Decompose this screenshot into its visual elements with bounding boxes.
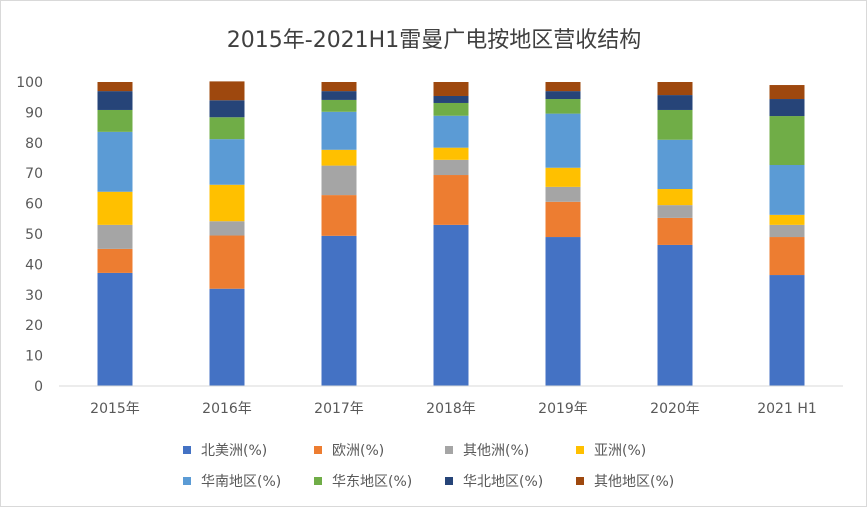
bar-segment [657, 217, 693, 245]
bars [97, 81, 805, 386]
legend-swatch [314, 446, 322, 454]
legend-label: 欧洲(%) [332, 443, 384, 459]
bar-segment [321, 82, 357, 92]
bar-segment [209, 139, 245, 185]
y-tick-label: 40 [25, 257, 43, 273]
x-axis: 2015年 2016年 2017年 2018年 2019年 2020年 2021 H1 [90, 401, 817, 417]
x-tick-label: 2015年 [90, 401, 140, 417]
x-tick-label: 2018年 [426, 401, 476, 417]
bar-segment [769, 85, 805, 100]
legend-swatch [445, 446, 453, 454]
bar-segment [433, 115, 469, 148]
bar-segment [657, 205, 693, 218]
bar-segment [209, 81, 245, 101]
bar-segment [433, 224, 469, 386]
legend-label: 华北地区(%) [463, 474, 543, 490]
bar-segment [97, 91, 133, 110]
bar-segment [321, 165, 357, 196]
bar-segment [657, 82, 693, 96]
y-tick-label: 60 [25, 197, 43, 213]
bar-segment [545, 82, 581, 92]
legend-swatch [576, 446, 584, 454]
bar-segment [97, 191, 133, 225]
bar-segment [769, 275, 805, 386]
legend-label: 亚洲(%) [594, 443, 646, 459]
bar-segment [321, 91, 357, 100]
x-tick-label: 2016年 [202, 401, 252, 417]
y-tick-label: 50 [25, 227, 43, 243]
bar-segment [321, 149, 357, 166]
bar-segment [657, 109, 693, 140]
bar-segment [545, 113, 581, 168]
y-tick-label: 90 [25, 105, 43, 121]
x-tick-label: 2017年 [314, 401, 364, 417]
bar-segment [321, 195, 357, 236]
bar-segment [209, 288, 245, 386]
legend-label: 华南地区(%) [201, 474, 281, 490]
legend-label: 北美洲(%) [201, 443, 267, 459]
bar-segment [657, 189, 693, 206]
bar-segment [209, 100, 245, 118]
bar-segment [321, 111, 357, 150]
y-tick-label: 100 [16, 75, 43, 91]
legend-swatch [445, 477, 453, 485]
bar-segment [97, 248, 133, 273]
legend-label: 华东地区(%) [332, 474, 412, 490]
bar-segment [209, 221, 245, 236]
bar-segment [97, 131, 133, 192]
legend-swatch [576, 477, 584, 485]
legend-label: 其他洲(%) [463, 443, 529, 459]
bar-segment [657, 244, 693, 386]
bar-segment [97, 109, 133, 132]
legend-swatch [183, 446, 191, 454]
y-tick-label: 80 [25, 136, 43, 152]
legend: 北美洲(%) 欧洲(%) 其他洲(%) 亚洲(%) 华南地区(%) 华东地区(%) 华北地区… [183, 443, 674, 490]
bar-segment [769, 237, 805, 276]
bar-segment [97, 224, 133, 249]
bar-segment [209, 117, 245, 140]
bar-segment [545, 99, 581, 114]
bar-segment [769, 116, 805, 165]
bar-segment [545, 167, 581, 187]
bar-segment [769, 214, 805, 225]
chart-title: 2015年-2021H1雷曼广电按地区营收结构 [227, 28, 641, 53]
x-tick-label: 2021 H1 [757, 401, 817, 417]
bar-segment [321, 99, 357, 112]
y-tick-label: 0 [34, 379, 43, 395]
legend-swatch [314, 477, 322, 485]
y-tick-label: 70 [25, 166, 43, 182]
bar-segment [657, 95, 693, 110]
bar-segment [769, 224, 805, 238]
bar-segment [321, 235, 357, 386]
y-axis: 0 10 20 30 40 50 60 70 80 90 100 [16, 75, 43, 395]
bar-segment [433, 159, 469, 176]
bar-segment [545, 237, 581, 386]
bar-segment [209, 184, 245, 222]
bar-segment [545, 91, 581, 100]
legend-label: 其他地区(%) [594, 474, 674, 490]
bar-segment [209, 235, 245, 289]
bar-segment [433, 95, 469, 103]
bar-segment [433, 82, 469, 96]
bar-segment [433, 175, 469, 225]
bar-segment [769, 164, 805, 215]
bar-segment [97, 82, 133, 92]
bar-segment [433, 102, 469, 116]
y-tick-label: 10 [25, 349, 43, 365]
bar-segment [769, 99, 805, 117]
bar-segment [97, 272, 133, 386]
x-tick-label: 2020年 [650, 401, 700, 417]
bar-segment [545, 186, 581, 202]
bar-segment [545, 201, 581, 238]
x-tick-label: 2019年 [538, 401, 588, 417]
legend-swatch [183, 477, 191, 485]
y-tick-label: 30 [25, 288, 43, 304]
bar-segment [657, 139, 693, 190]
y-tick-label: 20 [25, 318, 43, 334]
bar-segment [433, 147, 469, 160]
